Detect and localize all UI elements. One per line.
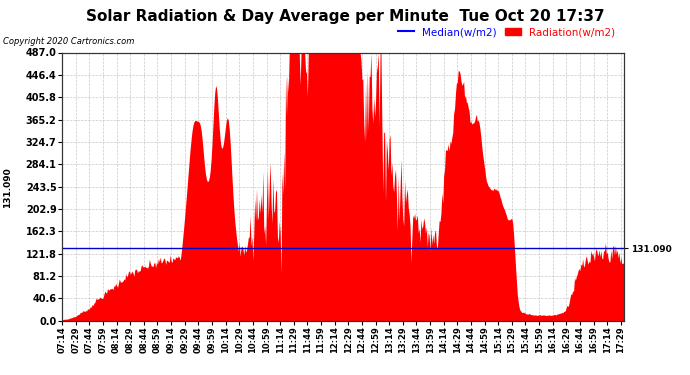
Text: Copyright 2020 Cartronics.com: Copyright 2020 Cartronics.com (3, 38, 135, 46)
Legend: Median(w/m2), Radiation(w/m2): Median(w/m2), Radiation(w/m2) (394, 23, 619, 41)
Text: 131.090: 131.090 (3, 167, 12, 208)
Text: Solar Radiation & Day Average per Minute  Tue Oct 20 17:37: Solar Radiation & Day Average per Minute… (86, 9, 604, 24)
